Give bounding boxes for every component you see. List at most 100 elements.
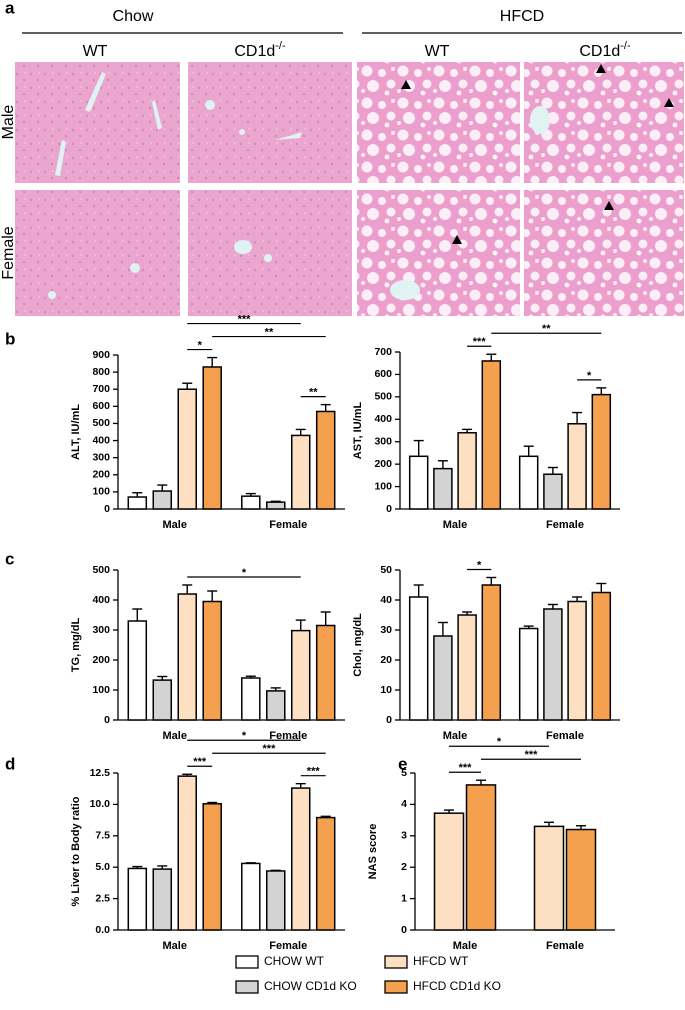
bar [543, 608, 563, 721]
y-tick-label: 300 [92, 624, 110, 636]
bar [518, 627, 539, 721]
panel-a: a Chow HFCD WT CD1d-/- WT CD1d-/- Male F… [0, 0, 684, 316]
histology-image [15, 62, 180, 183]
y-tick-label: 5.0 [95, 861, 110, 873]
y-tick-label: 200 [92, 469, 110, 481]
histology-image [357, 190, 520, 316]
panel-label: d [5, 754, 15, 773]
diet-header: HFCD [500, 8, 544, 25]
y-tick-label: 500 [92, 417, 110, 429]
panel-label: c [5, 549, 14, 568]
bar [518, 455, 539, 510]
significance-label: *** [473, 336, 487, 348]
significance-label: * [587, 370, 592, 382]
bar [202, 600, 222, 721]
x-tick-label: Female [546, 730, 584, 742]
y-tick-label: 100 [92, 486, 110, 498]
y-tick-label: 10 [380, 684, 392, 696]
y-axis-title: Chol, mg/dL [352, 613, 364, 677]
bar [567, 423, 587, 510]
y-tick-label: 3 [401, 830, 407, 842]
bar [290, 434, 311, 510]
genotype-header: WT [425, 43, 450, 60]
significance-label: * [242, 567, 247, 579]
legend-label: CHOW CD1d KO [264, 979, 357, 993]
y-tick-label: 0 [104, 714, 110, 726]
significance-label: ** [542, 323, 551, 335]
bar [241, 677, 261, 721]
y-tick-label: 700 [374, 346, 392, 358]
bar [241, 862, 261, 931]
y-tick-label: 600 [374, 368, 392, 380]
significance-label: *** [307, 766, 321, 778]
y-tick-label: 0 [386, 503, 392, 515]
y-tick-label: 1 [401, 892, 407, 904]
y-tick-label: 100 [374, 480, 392, 492]
bar [177, 775, 197, 931]
y-tick-label: 900 [92, 349, 110, 361]
legend-swatch [235, 980, 259, 994]
y-tick-label: 0 [104, 503, 110, 515]
y-tick-label: 0.0 [95, 924, 110, 936]
bar [591, 591, 612, 721]
bar [567, 600, 587, 721]
y-tick-label: 5 [401, 767, 407, 779]
genotype-header: CD1d-/- [579, 40, 631, 60]
x-tick-label: Female [269, 940, 307, 952]
bar [457, 431, 477, 510]
bar [433, 812, 465, 931]
significance-label: * [497, 736, 502, 748]
y-tick-label: 30 [380, 624, 392, 636]
x-tick-label: Male [163, 940, 187, 952]
x-tick-label: Female [546, 940, 584, 952]
sex-label: Male [0, 105, 17, 140]
x-tick-label: Male [163, 730, 187, 742]
bar [315, 410, 336, 510]
x-tick-label: Male [453, 940, 477, 952]
bar [533, 825, 565, 931]
histology-image [188, 190, 352, 316]
y-tick-label: 200 [374, 458, 392, 470]
genotype-superscript: -/- [620, 40, 631, 52]
y-tick-label: 50 [380, 564, 392, 576]
significance-label: *** [263, 743, 277, 755]
legend-label: HFCD WT [413, 954, 469, 968]
histology-image [188, 62, 352, 183]
bar [565, 828, 597, 931]
bar [408, 596, 429, 721]
bar [433, 635, 453, 721]
bar [543, 473, 563, 510]
legend-swatch [235, 955, 259, 969]
significance-label: *** [459, 762, 473, 774]
bar [127, 620, 148, 721]
bar [465, 784, 497, 931]
x-tick-label: Male [443, 730, 467, 742]
panel-label: b [5, 329, 15, 348]
significance-label: *** [238, 313, 252, 325]
histology-image [357, 62, 520, 183]
bar [202, 366, 222, 510]
y-tick-label: 4 [401, 798, 407, 810]
diet-header: Chow [113, 8, 154, 25]
genotype-header: WT [83, 43, 108, 60]
x-tick-label: Female [546, 519, 584, 531]
legend-swatch [384, 955, 408, 969]
bar [408, 455, 429, 510]
bar [481, 360, 502, 510]
bar [202, 803, 222, 931]
y-tick-label: 0 [401, 924, 407, 936]
y-tick-label: 200 [92, 654, 110, 666]
y-tick-label: 400 [92, 594, 110, 606]
bar [266, 690, 286, 721]
bar [266, 501, 286, 510]
y-tick-label: 40 [380, 594, 392, 606]
y-axis-title: NAS score [367, 824, 379, 880]
vessels [48, 72, 550, 300]
y-axis-title: AST, IU/mL [352, 401, 364, 459]
bar [152, 490, 173, 510]
y-tick-label: 7.5 [95, 830, 110, 842]
y-tick-label: 500 [374, 391, 392, 403]
bar [457, 614, 477, 721]
x-tick-label: Male [163, 519, 187, 531]
